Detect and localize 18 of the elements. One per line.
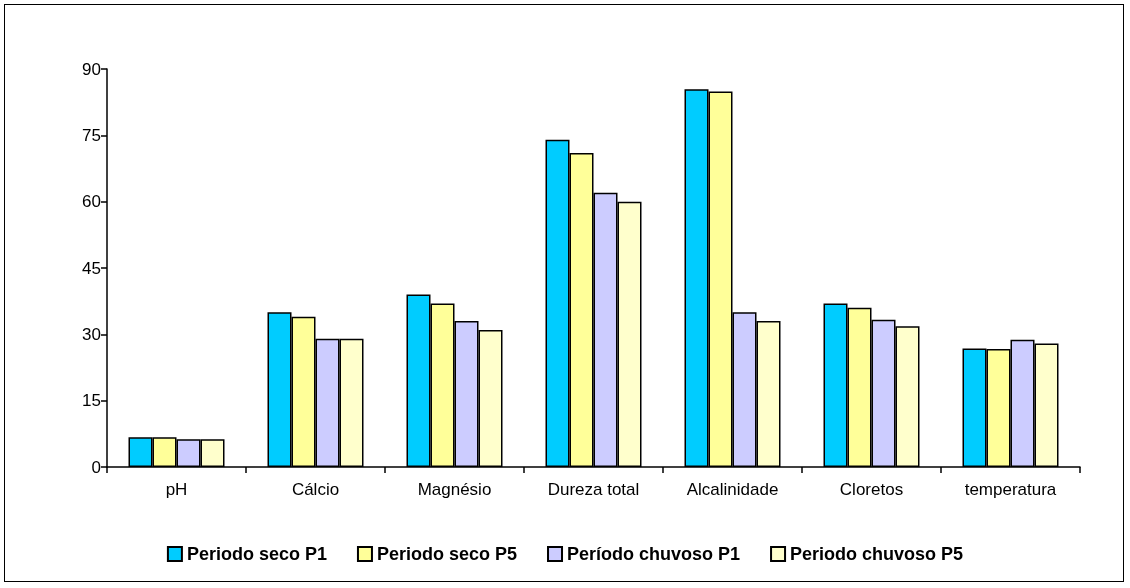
legend-label: Período chuvoso P1 (567, 544, 741, 564)
x-tick-label: temperatura (964, 480, 1057, 499)
x-tick-label: pH (165, 480, 188, 499)
x-tick-label: Alcalinidade (686, 480, 779, 499)
x-tick-label: Cálcio (291, 480, 340, 499)
y-tick-label: 90 (82, 59, 101, 79)
y-tick-label: 60 (82, 192, 101, 212)
legend-label: Periodo chuvoso P5 (790, 544, 964, 564)
y-tick-label: 15 (82, 391, 101, 411)
x-tick-label: Magnésio (417, 480, 492, 499)
x-tick-label: Cloretos (839, 480, 904, 499)
legend-label: Periodo seco P5 (376, 544, 518, 564)
y-tick-label: 30 (82, 324, 101, 344)
x-tick-label: Dureza total (547, 480, 640, 499)
y-tick-label: 75 (82, 125, 101, 145)
y-tick-label: 0 (91, 457, 101, 477)
legend-label: Periodo seco P1 (186, 544, 327, 564)
y-tick-label: 45 (82, 258, 101, 278)
